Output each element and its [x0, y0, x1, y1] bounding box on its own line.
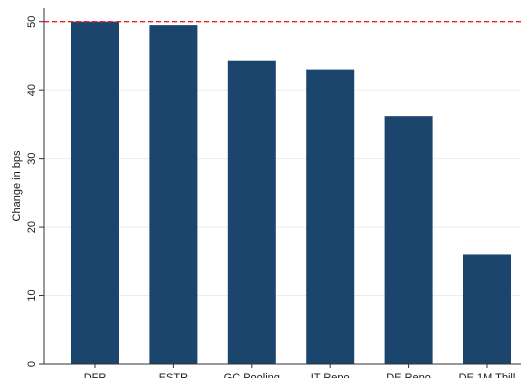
y-tick-label: 30: [26, 152, 38, 164]
grid-lines: [44, 21, 521, 297]
bar-gc-pooling: [227, 60, 276, 364]
y-tick-label: 0: [26, 361, 38, 367]
x-tick-label: IT Repo: [311, 372, 350, 378]
y-tick-labels: 0 10 20 30 40 50: [26, 16, 44, 367]
bar-estr: [149, 25, 198, 364]
x-tick-label: DE 1M Tbill: [459, 372, 516, 378]
x-tick-label: DFR: [84, 372, 107, 378]
x-tick-label: DE Repo: [386, 372, 431, 378]
bar-de-repo: [384, 116, 433, 365]
bars: [71, 21, 511, 365]
x-tick-label: ESTR: [159, 372, 188, 378]
y-tick-label: 40: [26, 84, 38, 96]
x-tick-label: GC Pooling: [224, 372, 280, 378]
y-tick-label: 20: [26, 221, 38, 233]
axes: [43, 8, 521, 365]
bar-it-repo: [306, 69, 355, 364]
y-tick-label: 50: [26, 16, 38, 28]
y-axis-label: Change in bps: [11, 150, 23, 221]
bar-dfr: [71, 21, 119, 364]
bar-de-1m-tbill: [463, 254, 511, 364]
x-tick-labels: DFR ESTR GC Pooling IT Repo DE Repo DE 1M Tbi…: [84, 364, 516, 383]
y-tick-label: 10: [26, 289, 38, 301]
